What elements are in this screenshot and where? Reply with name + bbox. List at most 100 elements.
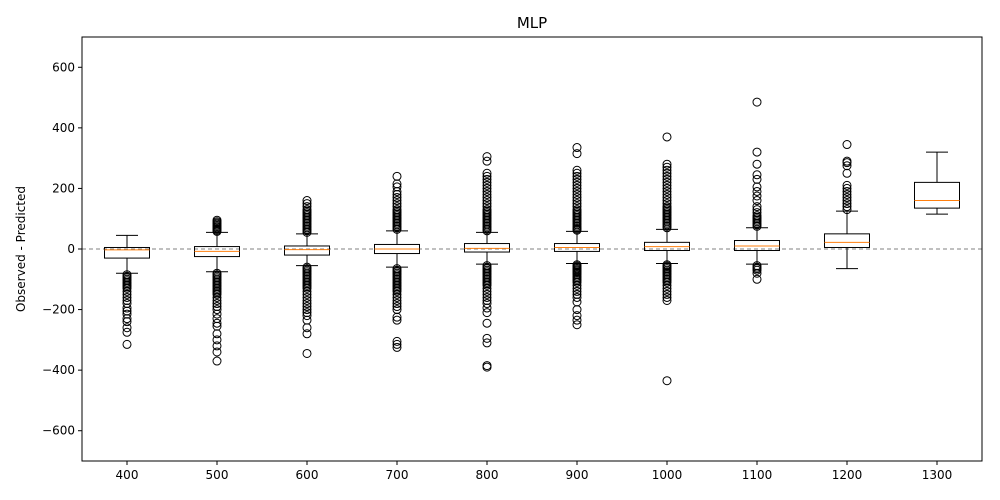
outlier-point [212, 305, 222, 315]
outlier-point [392, 302, 402, 312]
outlier-point [392, 299, 402, 309]
outlier-point [122, 323, 132, 333]
outlier-point [752, 147, 762, 157]
outlier-point [572, 177, 582, 187]
y-tick-label: 0 [67, 242, 75, 256]
outlier-point [392, 312, 402, 322]
outlier-point [302, 283, 312, 293]
outlier-point [572, 174, 582, 184]
outlier-point [482, 299, 492, 309]
outlier-point [572, 205, 582, 215]
outlier-point [482, 152, 492, 162]
outlier-point [122, 286, 132, 296]
outlier-point [212, 299, 222, 309]
outlier-point [482, 199, 492, 209]
outlier-point [482, 180, 492, 190]
outlier-point [212, 295, 222, 305]
outlier-point [662, 286, 672, 296]
outlier-point [482, 174, 492, 184]
outlier-point [482, 318, 492, 328]
outlier-point [572, 297, 582, 307]
outlier-point [752, 202, 762, 212]
outlier-point [572, 189, 582, 199]
outlier-point [482, 171, 492, 181]
outlier-point [212, 309, 222, 319]
outlier-point [842, 183, 852, 193]
outlier-point [302, 302, 312, 312]
outlier-point [212, 329, 222, 339]
outlier-point [212, 289, 222, 299]
outlier-point [752, 265, 762, 275]
x-tick-label: 1000 [652, 468, 683, 482]
outlier-point [392, 196, 402, 206]
outlier-point [662, 159, 672, 169]
outlier-point [482, 303, 492, 313]
outlier-point [302, 295, 312, 305]
outlier-point [572, 277, 582, 287]
outlier-point [662, 174, 672, 184]
outlier-point [662, 165, 672, 175]
outlier-point [122, 292, 132, 302]
outlier-point [212, 292, 222, 302]
outlier-point [302, 292, 312, 302]
outlier-point [662, 292, 672, 302]
outlier-point [752, 170, 762, 180]
outlier-point [392, 171, 402, 181]
outlier-point [572, 165, 582, 175]
outlier-point [842, 186, 852, 196]
outlier-point [392, 205, 402, 215]
outlier-point [572, 149, 582, 159]
outlier-point [572, 199, 582, 209]
outlier-point [302, 311, 312, 321]
outlier-point [752, 182, 762, 192]
outlier-point [842, 193, 852, 203]
outlier-point [482, 183, 492, 193]
outlier-point [482, 280, 492, 290]
outlier-point [662, 180, 672, 190]
outlier-point [482, 156, 492, 166]
y-tick-label: −600 [42, 424, 75, 438]
outlier-point [212, 314, 222, 324]
outlier-point [392, 199, 402, 209]
outlier-point [392, 193, 402, 203]
outlier-point [482, 283, 492, 293]
outlier-point [482, 292, 492, 302]
outlier-point [392, 315, 402, 325]
outlier-point [662, 193, 672, 203]
outlier-point [392, 295, 402, 305]
outlier-point [662, 168, 672, 178]
outlier-point [482, 286, 492, 296]
outlier-point [302, 323, 312, 333]
outlier-point [842, 161, 852, 171]
x-tick-label: 600 [296, 468, 319, 482]
chart-title: MLP [517, 14, 547, 32]
outlier-point [212, 347, 222, 357]
outlier-point [392, 286, 402, 296]
outlier-point [662, 289, 672, 299]
outlier-point [572, 186, 582, 196]
outlier-point [572, 280, 582, 290]
outlier-point [752, 274, 762, 284]
outlier-point [752, 159, 762, 169]
outlier-point [392, 336, 402, 346]
outlier-point [212, 318, 222, 328]
outlier-point [842, 196, 852, 206]
outlier-point [212, 341, 222, 351]
box-iqr [914, 181, 960, 209]
outlier-point [302, 299, 312, 309]
box-iqr [104, 246, 150, 259]
outlier-point [752, 208, 762, 218]
outlier-point [482, 362, 492, 372]
plot-area: −600 −400 −200 0 200 400 600 400 500 600 700 800 900… [42, 36, 983, 482]
outlier-point [752, 205, 762, 215]
outlier-point [302, 348, 312, 358]
outlier-point [662, 162, 672, 172]
outlier-point [572, 168, 582, 178]
outlier-point [752, 186, 762, 196]
outlier-point [482, 196, 492, 206]
outlier-point [662, 277, 672, 287]
outlier-point [482, 186, 492, 196]
y-axis-label: Observed - Predicted [14, 186, 28, 312]
outlier-point [122, 339, 132, 349]
